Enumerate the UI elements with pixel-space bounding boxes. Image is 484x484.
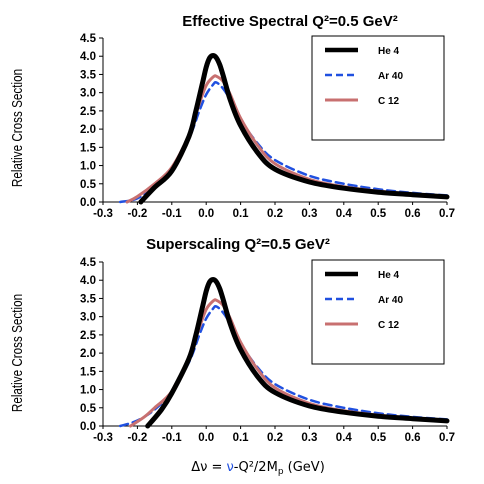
- chart-top-y-tick-label: 4.0: [80, 51, 96, 63]
- chart-top-legend-box: [311, 35, 445, 141]
- chart-top-x-tick-label: -0.2: [127, 208, 147, 220]
- chart-top-x-tick-label: 0.6: [405, 208, 421, 220]
- chart-top-y-tick-label: 3.0: [80, 88, 96, 100]
- chart-bottom: Superscaling Q²=0.5 GeV² Relative Cross …: [9, 236, 455, 477]
- chart-top-y-tick-label: 1.5: [80, 142, 97, 154]
- chart-bottom-y-tick-label: 0.0: [80, 421, 96, 433]
- chart-bottom-x-tick-label: 0.6: [405, 432, 421, 444]
- chart-bottom-x-tick-label: 0.1: [233, 432, 250, 444]
- chart-top-plot-area: 0.0 0.5 1.0 1.5 2.0 2.5 3.0 3.5 4.0 4.5 -0.3 -0.2 -0…: [80, 33, 455, 220]
- chart-bottom-legend: He 4 Ar 40 C 12: [311, 259, 445, 365]
- chart-bottom-y-tick-label: 4.5: [80, 257, 97, 269]
- chart-top-legend-label-he4: He 4: [378, 46, 400, 57]
- chart-bottom-y-tick-label: 2.0: [80, 348, 96, 360]
- chart-top-legend: He 4 Ar 40 C 12: [311, 35, 445, 141]
- chart-bottom-x-tick-label: 0.4: [336, 432, 353, 444]
- chart-bottom-legend-label-ar40: Ar 40: [378, 295, 403, 306]
- chart-top-legend-label-ar40: Ar 40: [378, 71, 403, 82]
- chart-top-y-axis-label: Relative Cross Section: [9, 69, 26, 187]
- chart-top-x-tick-label: 0.2: [267, 208, 283, 220]
- chart-bottom-x-tick-label: -0.1: [162, 432, 182, 444]
- chart-top-y-tick-label: 4.5: [80, 33, 97, 45]
- chart-bottom-legend-box: [311, 259, 445, 365]
- chart-bottom-plot-area: 0.0 0.5 1.0 1.5 2.0 2.5 3.0 3.5 4.0 4.5 -0.3 -0.2 -0…: [80, 257, 455, 444]
- chart-top-x-tick-label: -0.3: [93, 208, 113, 220]
- chart-top-x-tick-label: 0.0: [198, 208, 214, 220]
- chart-bottom-x-tick-label: 0.0: [198, 432, 214, 444]
- chart-bottom-y-tick-label: 4.0: [80, 275, 96, 287]
- chart-bottom-x-axis-label: Δν = ν-Q²/2Mp (GeV): [191, 460, 325, 477]
- chart-top-legend-label-c12: C 12: [378, 96, 400, 107]
- chart-bottom-x-tick-label: 0.2: [267, 432, 283, 444]
- chart-bottom-legend-label-c12: C 12: [378, 320, 400, 331]
- chart-bottom-y-tick-label: 3.5: [80, 293, 97, 305]
- chart-bottom-x-tick-label: 0.5: [370, 432, 387, 444]
- chart-top-y-tick-label: 0.5: [80, 179, 97, 191]
- chart-top-y-tick-label: 2.0: [80, 124, 96, 136]
- chart-bottom-x-tick-label: 0.7: [439, 432, 455, 444]
- chart-bottom-y-tick-label: 0.5: [80, 403, 97, 415]
- chart-top-x-tick-label: 0.7: [439, 208, 455, 220]
- chart-top-x-tick-label: 0.5: [370, 208, 387, 220]
- chart-top-series-he4: [138, 53, 450, 205]
- chart-top-title: Effective Spectral Q²=0.5 GeV²: [182, 13, 398, 30]
- chart-top-y-tick-label: 0.0: [80, 197, 96, 209]
- chart-top-y-tick-label: 1.0: [80, 161, 96, 173]
- chart-top-x-tick-label: 0.4: [336, 208, 353, 220]
- chart-bottom-y-axis-label: Relative Cross Section: [9, 294, 26, 412]
- chart-top-y-tick-label: 3.5: [80, 69, 97, 81]
- chart-bottom-y-tick-label: 2.5: [80, 330, 97, 342]
- chart-bottom-x-tick-label: 0.3: [301, 432, 317, 444]
- chart-bottom-y-tick-label: 3.0: [80, 312, 96, 324]
- chart-bottom-x-tick-label: -0.3: [93, 432, 113, 444]
- chart-top-x-tick-label: 0.3: [301, 208, 317, 220]
- chart-bottom-y-tick-label: 1.5: [80, 366, 97, 378]
- chart-bottom-title: Superscaling Q²=0.5 GeV²: [146, 236, 330, 253]
- chart-bottom-legend-label-he4: He 4: [378, 270, 400, 281]
- chart-top-y-tick-label: 2.5: [80, 106, 97, 118]
- chart-bottom-series-ar40: [118, 304, 449, 428]
- chart-top-x-tick-label: -0.1: [162, 208, 182, 220]
- chart-bottom-series-he4: [145, 277, 450, 429]
- chart-bottom-x-tick-label: -0.2: [127, 432, 147, 444]
- chart-bottom-y-tick-label: 1.0: [80, 385, 96, 397]
- chart-top-x-tick-label: 0.1: [233, 208, 250, 220]
- chart-top: Effective Spectral Q²=0.5 GeV² Relative …: [9, 13, 455, 220]
